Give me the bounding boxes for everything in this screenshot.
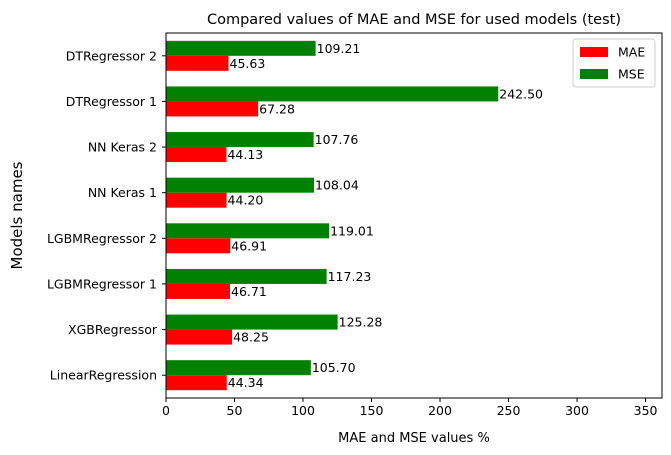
y-tick-label: NN Keras 2	[88, 140, 157, 155]
legend-swatch-mae	[580, 47, 608, 57]
data-label-mae: 67.28	[259, 101, 295, 116]
bar-mae	[166, 147, 227, 163]
x-tick-label: 250	[497, 403, 521, 418]
x-tick-label: 350	[634, 403, 658, 418]
bars-layer	[166, 40, 499, 391]
bar-mae	[166, 238, 231, 254]
bar-mse	[166, 268, 327, 284]
legend-label-mse: MSE	[618, 67, 645, 82]
data-label-mse: 105.70	[312, 360, 356, 375]
x-tick-label: 150	[360, 403, 384, 418]
data-label-mse: 125.28	[339, 315, 383, 330]
y-tick-label: LGBMRegressor 1	[47, 276, 157, 291]
bar-mae	[166, 283, 231, 299]
data-label-mae: 46.71	[231, 284, 267, 299]
x-tick-label: 0	[162, 403, 170, 418]
plot-frame	[165, 32, 663, 399]
data-label-mae: 46.91	[231, 238, 267, 253]
bar-mse	[166, 177, 315, 193]
data-label-mse: 117.23	[328, 269, 372, 284]
bar-mae	[166, 329, 233, 345]
bar-mse	[166, 314, 338, 330]
bar-mse	[166, 360, 311, 376]
data-label-mse: 242.50	[499, 86, 543, 101]
bar-mae	[166, 55, 229, 71]
y-axis: LinearRegression XGBRegressor LGBMRegresso…	[47, 48, 166, 383]
legend: MAE MSE	[572, 38, 656, 88]
y-axis-label: Models names	[8, 161, 26, 269]
data-label-mae: 44.20	[228, 193, 264, 208]
y-tick-label: LinearRegression	[50, 368, 157, 383]
bar-mae	[166, 192, 227, 208]
data-labels-layer: 44.34 105.70 48.25 125.28 46.71 117.23 46.91 11…	[227, 41, 543, 390]
data-label-mae: 48.25	[233, 330, 269, 345]
bar-mse	[166, 40, 316, 56]
data-label-mse: 109.21	[317, 41, 361, 56]
x-axis-label: MAE and MSE values %	[338, 431, 490, 446]
data-label-mse: 108.04	[315, 178, 359, 193]
data-label-mae: 44.34	[228, 375, 264, 390]
data-label-mse: 107.76	[315, 132, 359, 147]
y-tick-label: LGBMRegressor 2	[47, 231, 157, 246]
x-axis: 0 50 100 150 200 250 300 350	[162, 398, 658, 418]
chart-title: Compared values of MAE and MSE for used …	[207, 12, 621, 28]
bar-mse	[166, 223, 330, 239]
x-tick-label: 100	[291, 403, 315, 418]
y-tick-label: NN Keras 1	[88, 185, 157, 200]
y-tick-label: DTRegressor 1	[66, 94, 157, 109]
bar-mae	[166, 101, 259, 117]
x-tick-label: 300	[565, 403, 589, 418]
data-label-mae: 44.13	[227, 147, 263, 162]
legend-swatch-mse	[580, 69, 608, 79]
data-label-mse: 119.01	[330, 223, 374, 238]
x-tick-label: 50	[227, 403, 243, 418]
bar-mse	[166, 132, 314, 148]
y-tick-label: XGBRegressor	[68, 322, 158, 337]
x-tick-label: 200	[428, 403, 452, 418]
legend-label-mae: MAE	[618, 45, 645, 60]
data-label-mae: 45.63	[230, 56, 266, 71]
bar-mse	[166, 86, 499, 102]
bar-mae	[166, 375, 227, 391]
y-tick-label: DTRegressor 2	[66, 48, 157, 63]
